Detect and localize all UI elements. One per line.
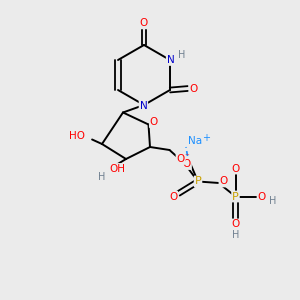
Text: H: H — [269, 196, 277, 206]
Text: N: N — [167, 55, 175, 65]
Text: H: H — [178, 50, 185, 61]
Text: O: O — [189, 83, 197, 94]
Text: O: O — [150, 117, 158, 127]
Text: O: O — [140, 18, 148, 28]
Text: ⁻: ⁻ — [184, 152, 189, 161]
Text: O: O — [231, 219, 240, 230]
Text: N: N — [140, 100, 147, 111]
Text: O: O — [169, 191, 177, 202]
Text: HO: HO — [69, 130, 85, 141]
Text: Na: Na — [188, 136, 202, 146]
Text: +: + — [202, 133, 210, 143]
Text: O: O — [183, 159, 191, 169]
Text: OH: OH — [109, 164, 125, 174]
Text: P: P — [195, 176, 201, 187]
Text: O: O — [219, 176, 228, 187]
Text: O: O — [257, 191, 266, 202]
Text: P: P — [232, 191, 239, 202]
Text: H: H — [98, 172, 106, 182]
Text: O: O — [176, 154, 185, 164]
Text: O: O — [231, 164, 240, 174]
Text: H: H — [232, 230, 239, 241]
